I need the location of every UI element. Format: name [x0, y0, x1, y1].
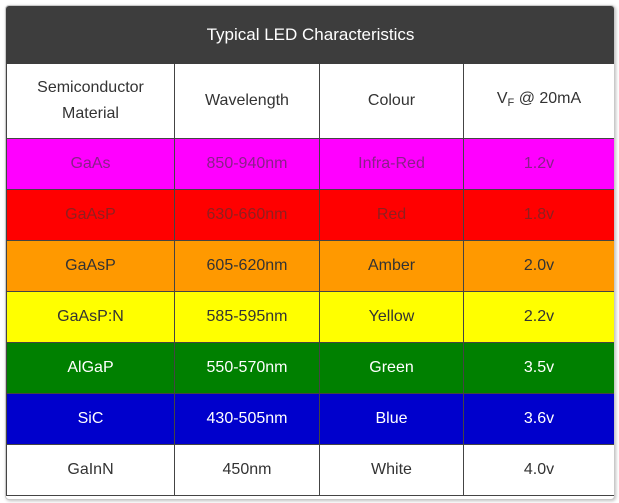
cell-material: GaAsP — [6, 240, 175, 292]
cell-material: GaAs — [6, 138, 175, 190]
cell-wavelength: 585-595nm — [174, 291, 320, 343]
cell-wavelength: 550-570nm — [174, 342, 320, 394]
table-row: GaAsP 630-660nm Red 1.8v — [6, 189, 614, 241]
cell-wavelength: 430-505nm — [174, 393, 320, 445]
table-row: SiC 430-505nm Blue 3.6v — [6, 393, 614, 445]
cell-colour: Amber — [319, 240, 464, 292]
header-vf-subscript: F — [507, 97, 515, 109]
cell-wavelength: 850-940nm — [174, 138, 320, 190]
led-characteristics-table: Typical LED Characteristics Semiconducto… — [6, 6, 614, 496]
cell-wavelength: 450nm — [174, 444, 320, 496]
cell-vf: 3.5v — [462, 342, 614, 394]
cell-vf: 2.2v — [462, 291, 614, 343]
cell-material: GaAsP — [6, 189, 175, 241]
table-row: GaAsP 605-620nm Amber 2.0v — [6, 240, 614, 292]
cell-colour: Blue — [319, 393, 464, 445]
cell-vf: 1.8v — [462, 189, 614, 241]
cell-colour: Yellow — [319, 291, 464, 343]
cell-vf: 4.0v — [462, 444, 614, 496]
table-row: GaAsP:N 585-595nm Yellow 2.2v — [6, 291, 614, 343]
header-forward-voltage: VF @ 20mA — [462, 63, 614, 139]
cell-vf: 1.2v — [462, 138, 614, 190]
cell-wavelength: 605-620nm — [174, 240, 320, 292]
cell-wavelength: 630-660nm — [174, 189, 320, 241]
cell-material: GaAsP:N — [6, 291, 175, 343]
header-wavelength: Wavelength — [174, 63, 320, 139]
table-row: GaAs 850-940nm Infra-Red 1.2v — [6, 138, 614, 190]
cell-material: GaInN — [6, 444, 175, 496]
table-title: Typical LED Characteristics — [6, 6, 614, 64]
cell-colour: Infra-Red — [319, 138, 464, 190]
header-row: Semiconductor Material Wavelength Colour… — [6, 63, 614, 139]
led-table-frame: Typical LED Characteristics Semiconducto… — [5, 5, 615, 500]
table-row: GaInN 450nm White 4.0v — [6, 444, 614, 496]
header-vf-prefix: V — [496, 90, 508, 107]
header-vf-suffix: @ 20mA — [514, 90, 582, 107]
cell-material: AlGaP — [6, 342, 175, 394]
cell-material: SiC — [6, 393, 175, 445]
table-row: AlGaP 550-570nm Green 3.5v — [6, 342, 614, 394]
header-colour: Colour — [319, 63, 464, 139]
header-material: Semiconductor Material — [6, 63, 175, 139]
cell-colour: White — [319, 444, 464, 496]
cell-vf: 3.6v — [462, 393, 614, 445]
cell-vf: 2.0v — [462, 240, 614, 292]
cell-colour: Green — [319, 342, 464, 394]
cell-colour: Red — [319, 189, 464, 241]
